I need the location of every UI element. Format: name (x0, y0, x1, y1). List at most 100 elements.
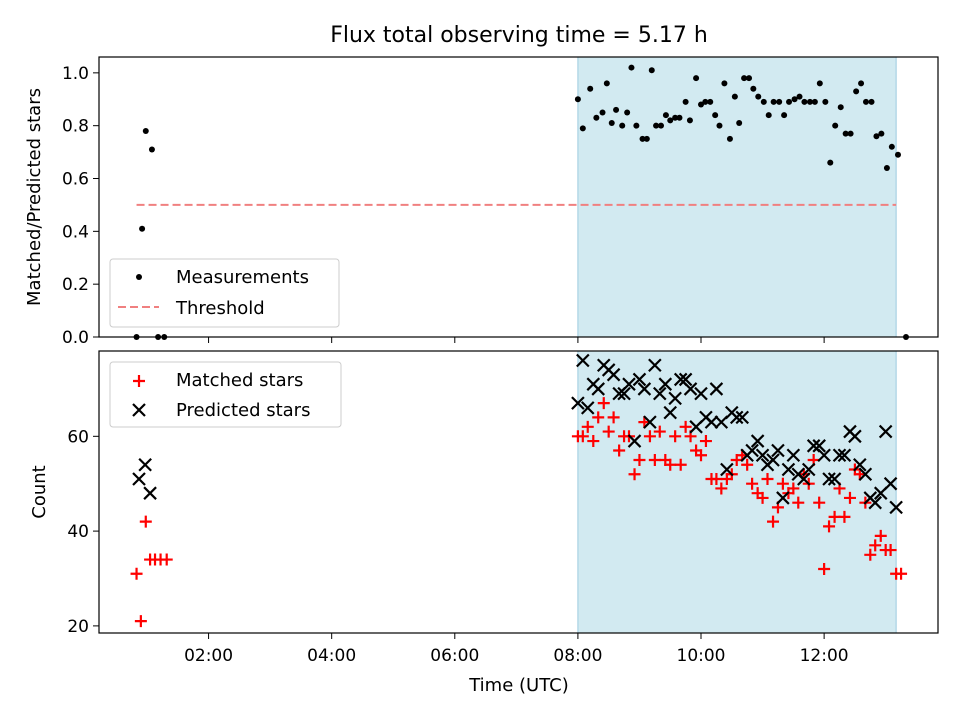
bottom-ytick-label: 40 (67, 522, 89, 542)
measurement-point (579, 125, 586, 132)
matched-star-point (767, 515, 780, 528)
predicted-star-point (632, 372, 647, 387)
predicted-star-point (637, 382, 652, 396)
legend-matched-marker (133, 375, 145, 387)
measurement-point (628, 64, 635, 71)
top-ytick-label: 0.4 (62, 222, 89, 242)
predicted-star-point (678, 372, 693, 387)
bottom-panel-frame (98, 350, 939, 634)
predicted-star-point (776, 491, 790, 505)
measurement-point (786, 98, 793, 105)
matched-star-point (643, 430, 656, 443)
predicted-star-point (801, 462, 816, 477)
matched-star-point (607, 411, 620, 424)
matched-star-point (602, 425, 615, 438)
predicted-star-point (837, 448, 852, 463)
matched-star-point (741, 458, 754, 471)
xtick-label: 02:00 (184, 646, 233, 666)
predicted-star-point (827, 472, 842, 486)
measurement-point (868, 98, 875, 105)
measurement-point (712, 112, 719, 119)
matched-star-point (139, 515, 152, 528)
predicted-star-point (868, 495, 882, 510)
measurement-point (662, 112, 669, 119)
matched-star-point (633, 454, 646, 467)
measurement-point (806, 98, 813, 105)
measurement-point (648, 67, 655, 74)
matched-star-point (613, 444, 626, 457)
predicted-star-point (853, 457, 867, 472)
top-legend: Measurements Threshold (109, 258, 340, 328)
measurement-point (796, 93, 803, 100)
predicted-star-point (781, 462, 796, 477)
legend-threshold-label: Threshold (175, 298, 265, 319)
predicted-star-point (576, 353, 590, 368)
matched-star-point (679, 420, 692, 433)
matched-star-point (597, 397, 610, 410)
predicted-star-point (138, 457, 152, 472)
xtick-label: 06:00 (430, 646, 479, 666)
measurement-point (746, 75, 753, 82)
predicted-star-point (627, 434, 642, 448)
matched-star-point (710, 472, 723, 485)
predicted-star-point (668, 391, 682, 406)
top-ytick-label: 0.8 (62, 117, 89, 137)
matched-star-point (130, 567, 143, 580)
predicted-star-point (858, 467, 873, 482)
legend-predicted-label: Predicted stars (176, 400, 310, 421)
predicted-star-point (648, 358, 662, 372)
matched-star-point (581, 420, 594, 433)
measurement-point (139, 225, 146, 232)
measurement-point (736, 120, 743, 127)
measurement-point (643, 135, 650, 142)
measurement-point (832, 122, 839, 129)
measurement-point (816, 80, 823, 87)
predicted-star-point (786, 448, 801, 463)
predicted-star-point (883, 476, 898, 491)
matched-star-point (813, 496, 826, 509)
bottom-panel-ylabel: Count (29, 465, 50, 518)
measurement-point (765, 112, 772, 119)
predicted-star-point (658, 377, 673, 391)
matched-star-point (761, 472, 774, 485)
x-axis-label: Time (UTC) (468, 675, 569, 696)
matched-star-point (576, 430, 589, 443)
measurement-point (847, 130, 854, 137)
measurement-point (707, 98, 714, 105)
top-panel-ylabel: Matched/Predicted stars (24, 88, 45, 306)
predicted-star-point (591, 382, 605, 396)
measurement-point (682, 98, 689, 105)
top-ytick-label: 0.2 (62, 275, 89, 295)
matched-star-point (787, 482, 800, 495)
predicted-star-point (643, 415, 657, 429)
measurement-point (672, 114, 679, 121)
predicted-star-point (745, 443, 759, 458)
predicted-star-point (755, 448, 770, 463)
predicted-star-point (606, 367, 621, 382)
measurement-point (726, 135, 733, 142)
bottom-ytick-label: 20 (67, 617, 89, 637)
legend-measurements-marker (136, 274, 142, 280)
predicted-star-point (683, 382, 698, 396)
matched-star-point (838, 510, 851, 523)
chart-title: Flux total observing time = 5.17 h (330, 23, 708, 48)
predicted-star-point (571, 396, 585, 410)
measurement-point (781, 112, 788, 119)
matched-star-point (699, 435, 712, 448)
measurement-point (853, 88, 860, 95)
xtick-label: 08:00 (553, 646, 602, 666)
measurement-point (873, 133, 880, 140)
legend-measurements-label: Measurements (176, 267, 309, 288)
measurement-point (653, 122, 660, 129)
matched-star-point (628, 468, 641, 481)
bottom-ytick-label: 60 (67, 427, 89, 447)
predicted-star-point (822, 472, 836, 486)
predicted-star-point (817, 448, 831, 463)
measurement-point (593, 114, 600, 121)
predicted-star-point (694, 386, 708, 401)
predicted-star-point (652, 386, 667, 401)
xtick-label: 12:00 (800, 646, 849, 666)
measurement-point (801, 98, 808, 105)
measurement-point (811, 98, 818, 105)
